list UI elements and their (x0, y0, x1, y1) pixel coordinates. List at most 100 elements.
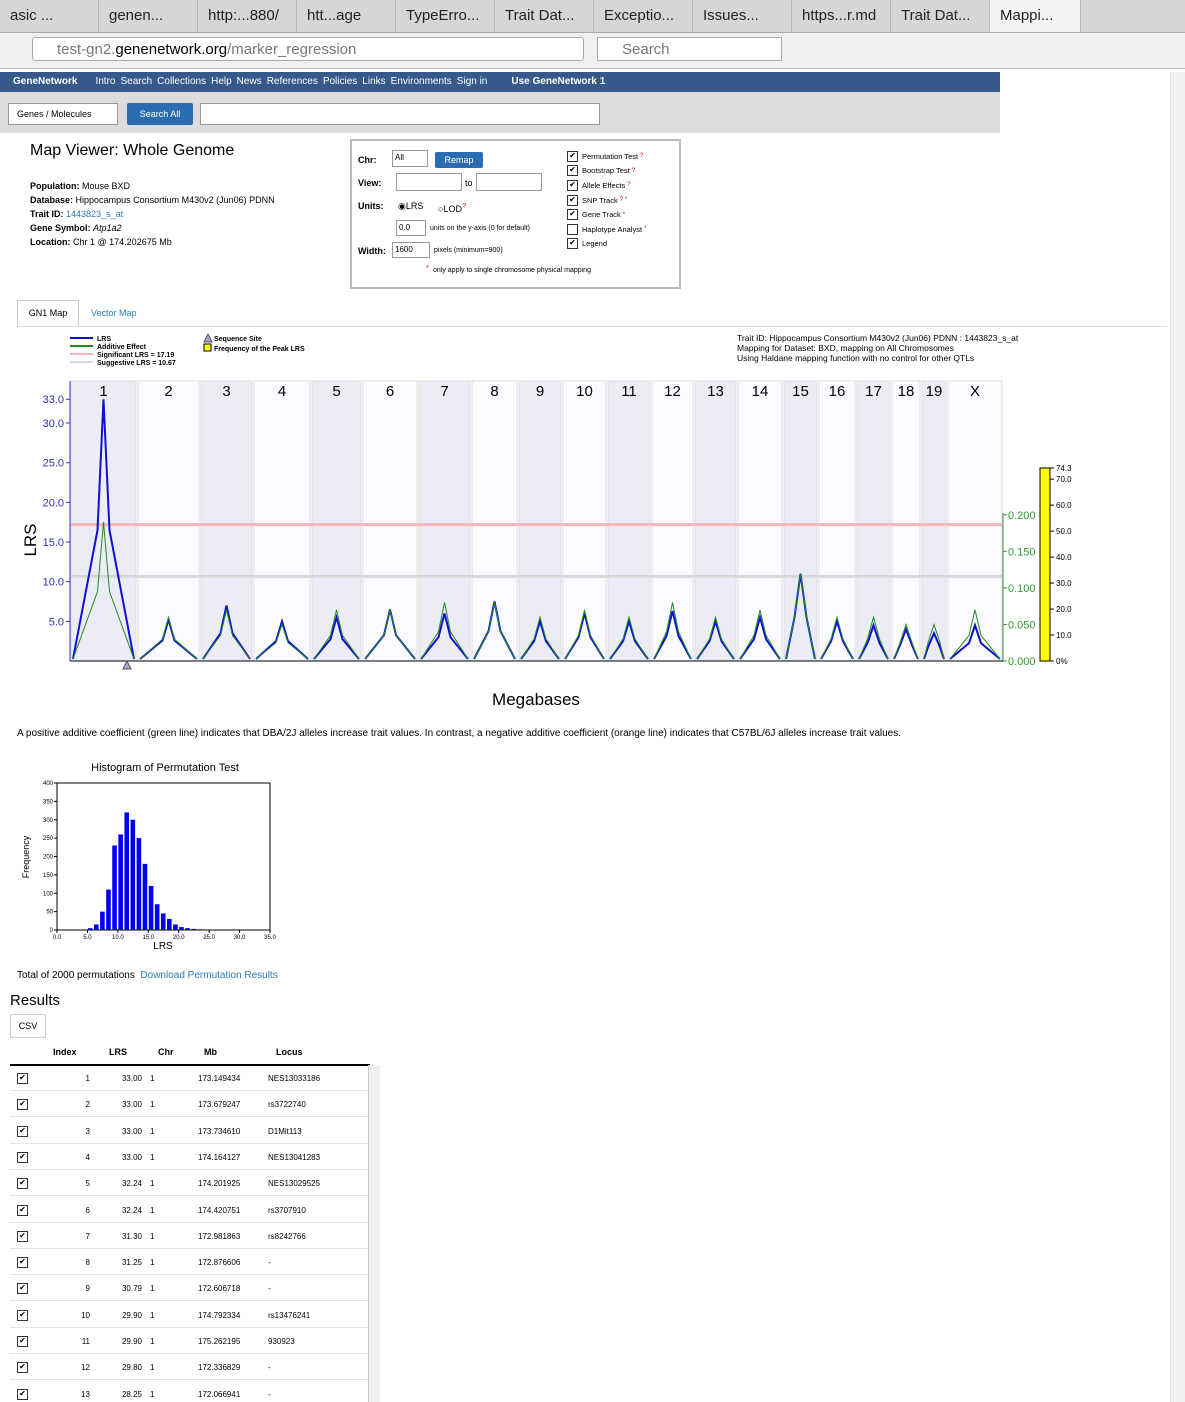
additive-peak (564, 609, 605, 660)
row-checkbox[interactable]: ✔ (17, 1204, 28, 1216)
legend-label: Additive Effect (97, 344, 147, 351)
row-checkbox[interactable]: ✔ (17, 1388, 28, 1400)
column-header[interactable]: Mb (204, 1047, 217, 1057)
check-label: Bootstrap Test (582, 166, 630, 176)
browser-tab[interactable]: http:...880/ (198, 0, 297, 32)
browser-tab[interactable]: asic ... (0, 0, 99, 32)
table-cell: 930923 (268, 1337, 295, 1346)
nav-link[interactable]: Links (362, 76, 386, 87)
nav-link[interactable]: Search (120, 76, 153, 87)
perm-download[interactable]: Download Permutation Results (140, 970, 278, 981)
additive-peak (313, 609, 360, 660)
nav-link[interactable]: Environments (390, 76, 452, 87)
row-checkbox[interactable]: ✔ (17, 1178, 28, 1190)
browser-tab[interactable]: Mappi... (990, 0, 1081, 32)
row-checkbox[interactable]: ✔ (17, 1362, 28, 1374)
csv-button[interactable]: CSV (10, 1014, 46, 1038)
checkbox[interactable]: ✔ (567, 194, 578, 206)
tab-gn1[interactable]: GN1 Map (17, 300, 79, 327)
row-checkbox[interactable]: ✔ (17, 1151, 28, 1163)
row-checkbox[interactable]: ✔ (17, 1073, 28, 1084)
info-value[interactable]: 1443823_s_at (66, 209, 124, 219)
search-box[interactable]: Search (597, 37, 782, 61)
footnote-star: * (426, 265, 429, 272)
brand[interactable]: GeneNetwork (13, 76, 78, 87)
hist-bar (154, 904, 160, 930)
info-label: Location: (30, 237, 71, 247)
browser-tab[interactable]: Trait Dat... (495, 0, 594, 32)
row-checkbox[interactable]: ✔ (17, 1125, 28, 1137)
additive-peak (139, 615, 198, 660)
nav-link[interactable]: Sign in (456, 76, 488, 87)
browser-tab[interactable]: Exceptio... (594, 0, 693, 32)
checkbox[interactable]: ✔ (567, 238, 578, 250)
row-checkbox[interactable]: ✔ (17, 1309, 28, 1321)
nav-link[interactable]: Help (211, 76, 232, 87)
y2-tick-label: 0.150 (1008, 546, 1036, 558)
lrs-peak (420, 613, 469, 660)
type-select[interactable]: Genes / Molecules (8, 103, 118, 125)
checkbox[interactable]: ✔ (567, 165, 578, 177)
lrs-radio[interactable]: ◉LRS (398, 201, 424, 211)
row-checkbox[interactable]: ✔ (17, 1257, 28, 1269)
lod-radio[interactable]: ○LOD? (438, 201, 467, 214)
table-cell: 8 (85, 1258, 90, 1268)
check-mark: ? * (619, 197, 628, 204)
gn1-link[interactable]: Use GeneNetwork 1 (511, 76, 606, 87)
checkbox[interactable]: ✔ (567, 209, 578, 221)
tab-vector[interactable]: Vector Map (91, 308, 137, 318)
view-to-input[interactable] (476, 173, 542, 191)
table-cell: rs3722740 (268, 1100, 306, 1110)
row-checkbox[interactable]: ✔ (17, 1230, 28, 1242)
check-row: ✔ Allele Effects? (567, 178, 646, 193)
column-header[interactable]: Locus (276, 1047, 303, 1057)
info-value: Mouse BXD (82, 181, 131, 191)
info-row: Database: Hippocampus Consortium M430v2 … (30, 193, 275, 207)
hist-bar (179, 927, 184, 930)
chr-select[interactable]: All (392, 150, 428, 167)
hist-bar (142, 863, 148, 930)
address[interactable]: test-gn2.genenetwork.org/marker_regressi… (32, 37, 584, 61)
browser-tab[interactable]: TypeErro... (396, 0, 495, 32)
checkbox[interactable]: ✔ (567, 150, 578, 162)
row-checkbox[interactable]: ✔ (17, 1283, 28, 1295)
row-checkbox[interactable]: ✔ (17, 1099, 28, 1111)
column-header[interactable]: Index (53, 1047, 77, 1057)
width-input[interactable]: 1600 (392, 242, 430, 258)
column-header[interactable]: LRS (109, 1047, 127, 1057)
search-input[interactable] (200, 103, 600, 125)
browser-tab[interactable]: Trait Dat... (891, 0, 990, 32)
lrs-peak (858, 622, 889, 660)
checkbox[interactable] (567, 223, 578, 235)
table-cell: 1 (150, 1363, 155, 1373)
nav-link[interactable]: Intro (95, 76, 116, 87)
chromosome-label: 5 (332, 383, 340, 400)
table-cell: 32.24 (121, 1179, 142, 1189)
view-to: to (465, 178, 473, 188)
search-button[interactable]: Search All (127, 103, 193, 125)
row-checkbox[interactable]: ✔ (17, 1336, 28, 1347)
table-row: ✔ 5 32.24 1 174.201925 NES13029525 (10, 1170, 370, 1197)
browser-tab[interactable]: Issues... (693, 0, 792, 32)
table-cell: 1 (150, 1152, 155, 1162)
check-label: SNP Track (582, 195, 618, 205)
view-from[interactable] (396, 173, 462, 191)
nav-link[interactable]: News (236, 76, 262, 87)
nav-link[interactable]: References (266, 76, 318, 87)
table-cell: 33.00 (121, 1074, 142, 1083)
browser-tab[interactable]: genen... (99, 0, 198, 32)
column-header[interactable]: Chr (158, 1047, 174, 1057)
chromosome-label: 18 (898, 383, 915, 400)
table-scrollbar[interactable] (368, 1065, 380, 1402)
checkbox[interactable]: ✔ (567, 179, 578, 191)
genome-map: 1 2 3 4 5 6 7 8 9 10 11 12 13 14 15 16 17 18 19 X5.010.015.… (21, 332, 1072, 709)
scrollbar[interactable] (1170, 72, 1185, 1402)
browser-tab[interactable]: htt...age (297, 0, 396, 32)
chromosome-band (471, 380, 518, 662)
units-input[interactable]: 0.0 (396, 220, 426, 236)
browser-tab[interactable]: https...r.md (792, 0, 891, 32)
frequency-tick-label: 10.0 (1056, 631, 1072, 640)
nav-link[interactable]: Policies (322, 76, 358, 87)
remap-button[interactable]: Remap (435, 152, 483, 168)
nav-link[interactable]: Collections (157, 76, 207, 87)
